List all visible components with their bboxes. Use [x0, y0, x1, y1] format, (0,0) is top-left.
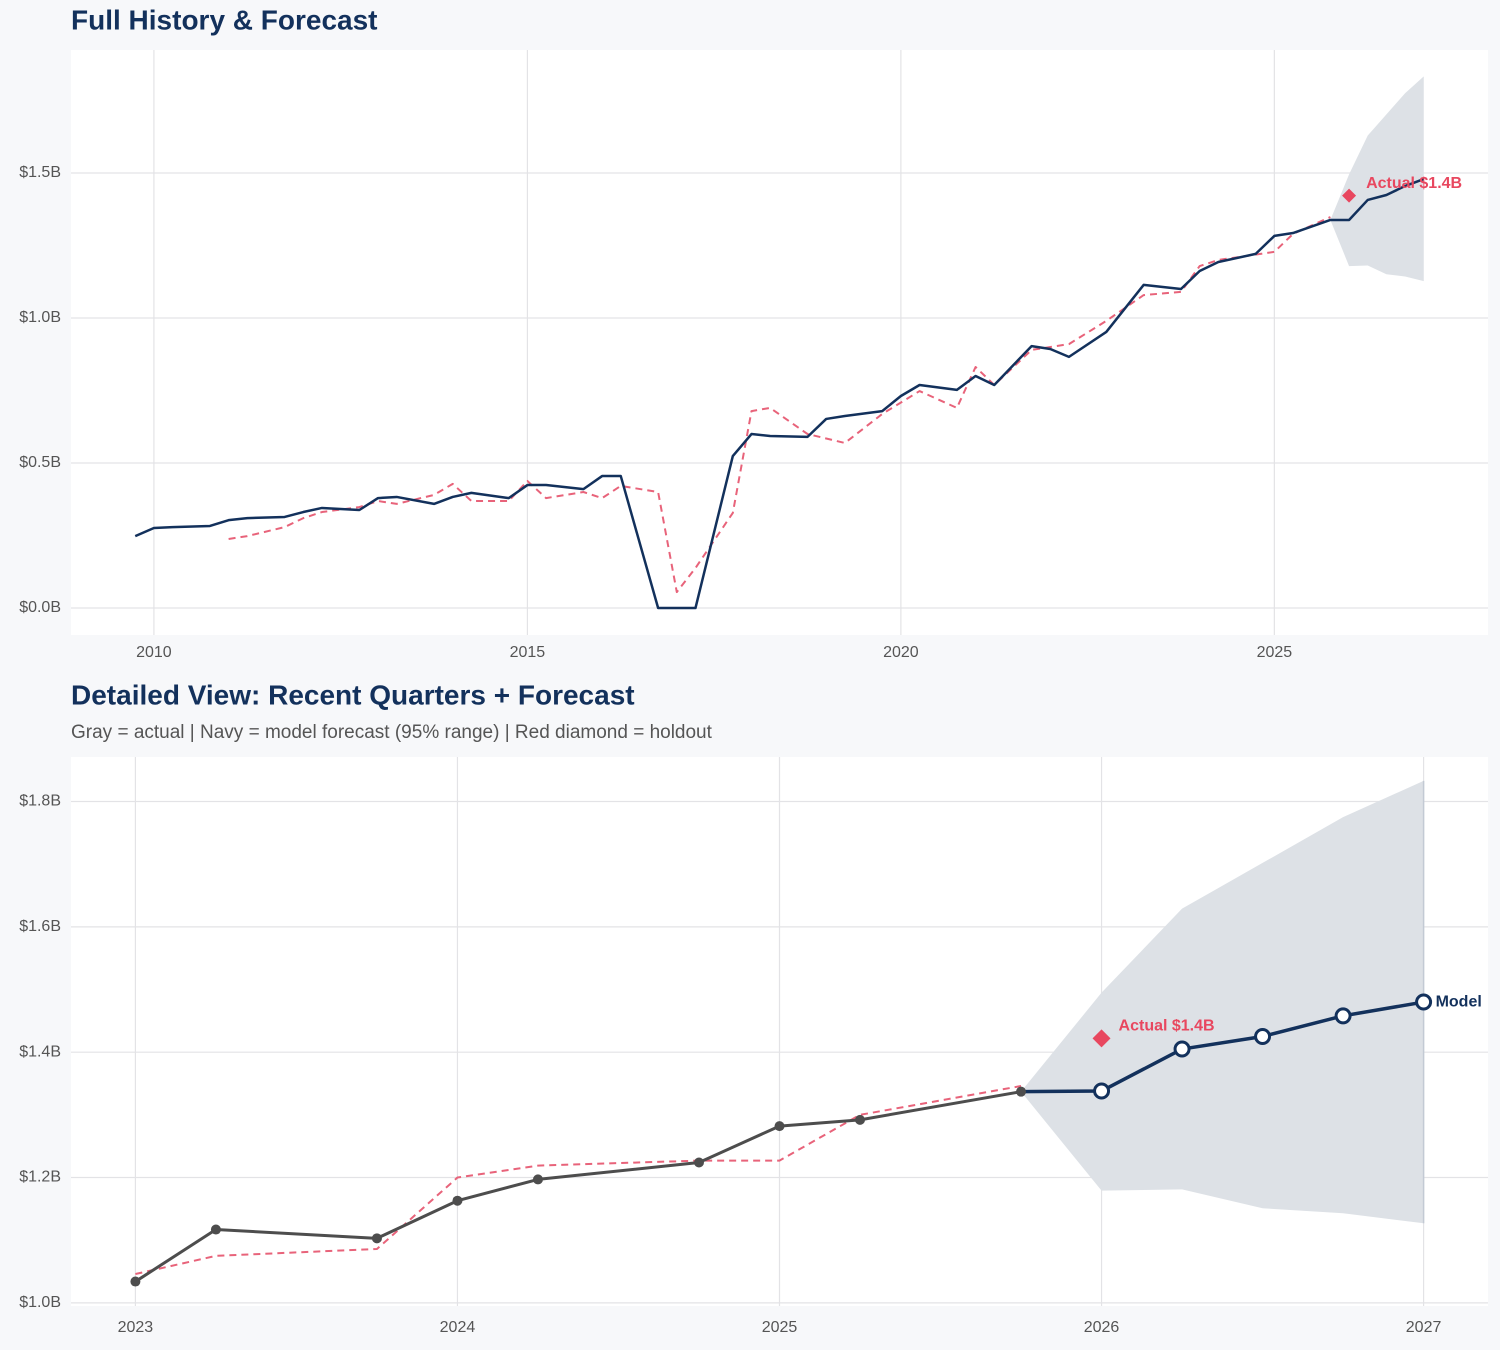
forecast-band [1021, 780, 1424, 1224]
y-tick-label: $1.6B [19, 918, 61, 935]
x-tick-label: 2010 [136, 644, 172, 661]
x-tick-label: 2015 [510, 644, 546, 661]
x-tick-label: 2023 [118, 1319, 154, 1336]
chart-subtitle: Gray = actual | Navy = model forecast (9… [71, 722, 713, 743]
plot-area [71, 50, 1488, 635]
point-marker [452, 1195, 463, 1206]
x-tick-label: 2026 [1084, 1319, 1120, 1336]
holdout-label: Actual $1.4B [1119, 1018, 1215, 1035]
point-marker [1016, 1086, 1027, 1097]
y-tick-label: $1.2B [19, 1169, 61, 1186]
x-tick-label: 2025 [1257, 644, 1293, 661]
point-marker [693, 1157, 704, 1168]
point-marker [1254, 1028, 1272, 1046]
x-tick-label: 2027 [1406, 1319, 1442, 1336]
point-marker [855, 1114, 866, 1125]
chart-title: Full History & Forecast [71, 4, 378, 35]
holdout-marker [1092, 1029, 1111, 1048]
point-marker [532, 1174, 543, 1185]
point-marker [210, 1224, 221, 1235]
y-tick-label: $1.0B [19, 1294, 61, 1311]
point-marker [1093, 1082, 1111, 1100]
point-marker [1334, 1007, 1352, 1025]
y-tick-label: $1.0B [19, 309, 61, 326]
chart-title: Detailed View: Recent Quarters + Forecas… [71, 679, 635, 710]
point-marker [774, 1121, 785, 1132]
series-line [1021, 1000, 1424, 1094]
series-line [135, 1085, 1022, 1276]
forecast-band [1330, 76, 1424, 282]
y-tick-label: $0.5B [19, 454, 61, 471]
y-tick-label: $1.8B [19, 793, 61, 810]
x-tick-label: 2020 [883, 644, 919, 661]
y-tick-label: $1.4B [19, 1043, 61, 1060]
point-marker [1415, 993, 1433, 1011]
point-marker [1173, 1040, 1191, 1058]
series-label: Model [1436, 993, 1482, 1010]
y-tick-label: $1.5B [19, 164, 61, 181]
point-marker [130, 1276, 141, 1287]
holdout-marker [1342, 188, 1357, 203]
x-tick-label: 2025 [762, 1319, 798, 1336]
series-line [134, 177, 1425, 610]
point-marker [371, 1233, 382, 1244]
y-tick-label: $0.0B [19, 599, 61, 616]
x-tick-label: 2024 [440, 1319, 476, 1336]
holdout-label: Actual $1.4B [1366, 175, 1462, 192]
